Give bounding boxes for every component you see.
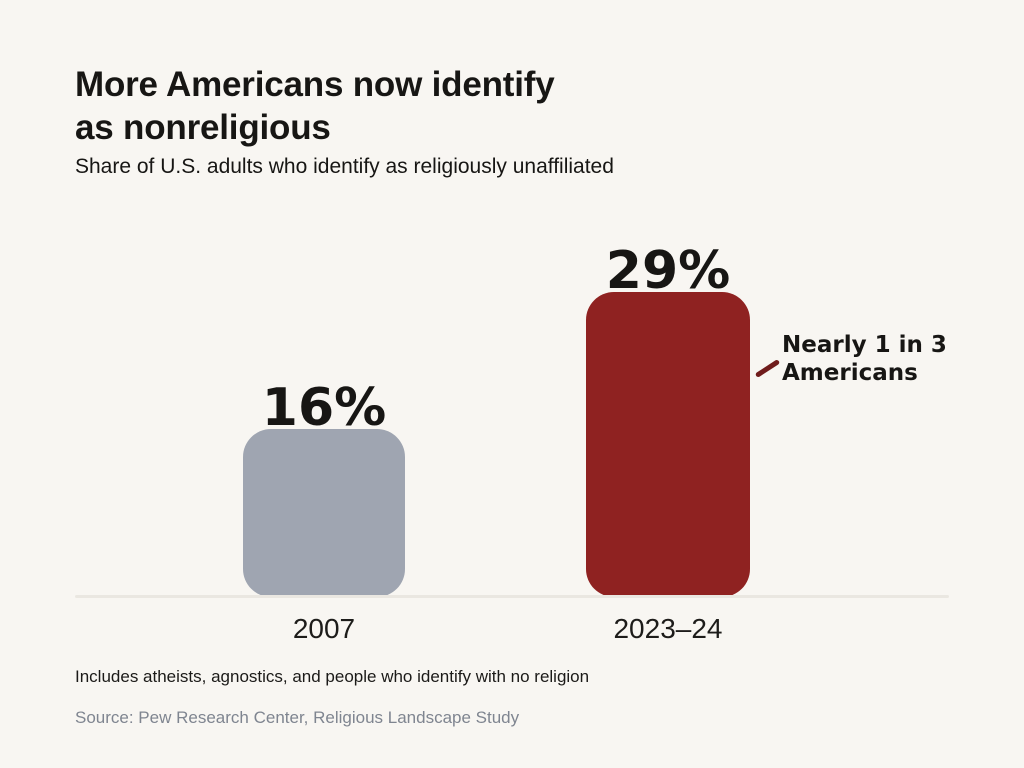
chart-title-line2: as nonreligious [75, 107, 331, 147]
bar-2007 [243, 429, 405, 597]
chart-title-line1: More Americans now identify [75, 65, 555, 104]
bar-value-label-2007: 16% [261, 378, 387, 439]
bar-group-2007: 16% [243, 378, 405, 597]
bar-2023-24 [586, 292, 750, 597]
chart-subtitle: Share of U.S. adults who identify as rel… [75, 155, 614, 178]
x-axis-baseline [75, 595, 949, 598]
annotation-line1: Nearly 1 in 3 [782, 332, 947, 358]
annotation-callout: Nearly 1 in 3 Americans [782, 331, 947, 387]
x-axis-label-2007: 2007 [292, 613, 356, 644]
bar-group-2023-24: 29% [586, 241, 750, 597]
chart-title: More Americans now identify as nonreligio… [75, 64, 555, 149]
annotation-tick-line [754, 359, 781, 378]
bar-value-label-2023-24: 29% [605, 241, 731, 302]
chart-footnote: Includes atheists, agnostics, and people… [75, 667, 590, 686]
x-axis-label-2023-24: 2023–24 [613, 613, 723, 644]
annotation-line2: Americans [782, 360, 918, 387]
chart-source: Source: Pew Research Center, Religious L… [75, 708, 520, 727]
